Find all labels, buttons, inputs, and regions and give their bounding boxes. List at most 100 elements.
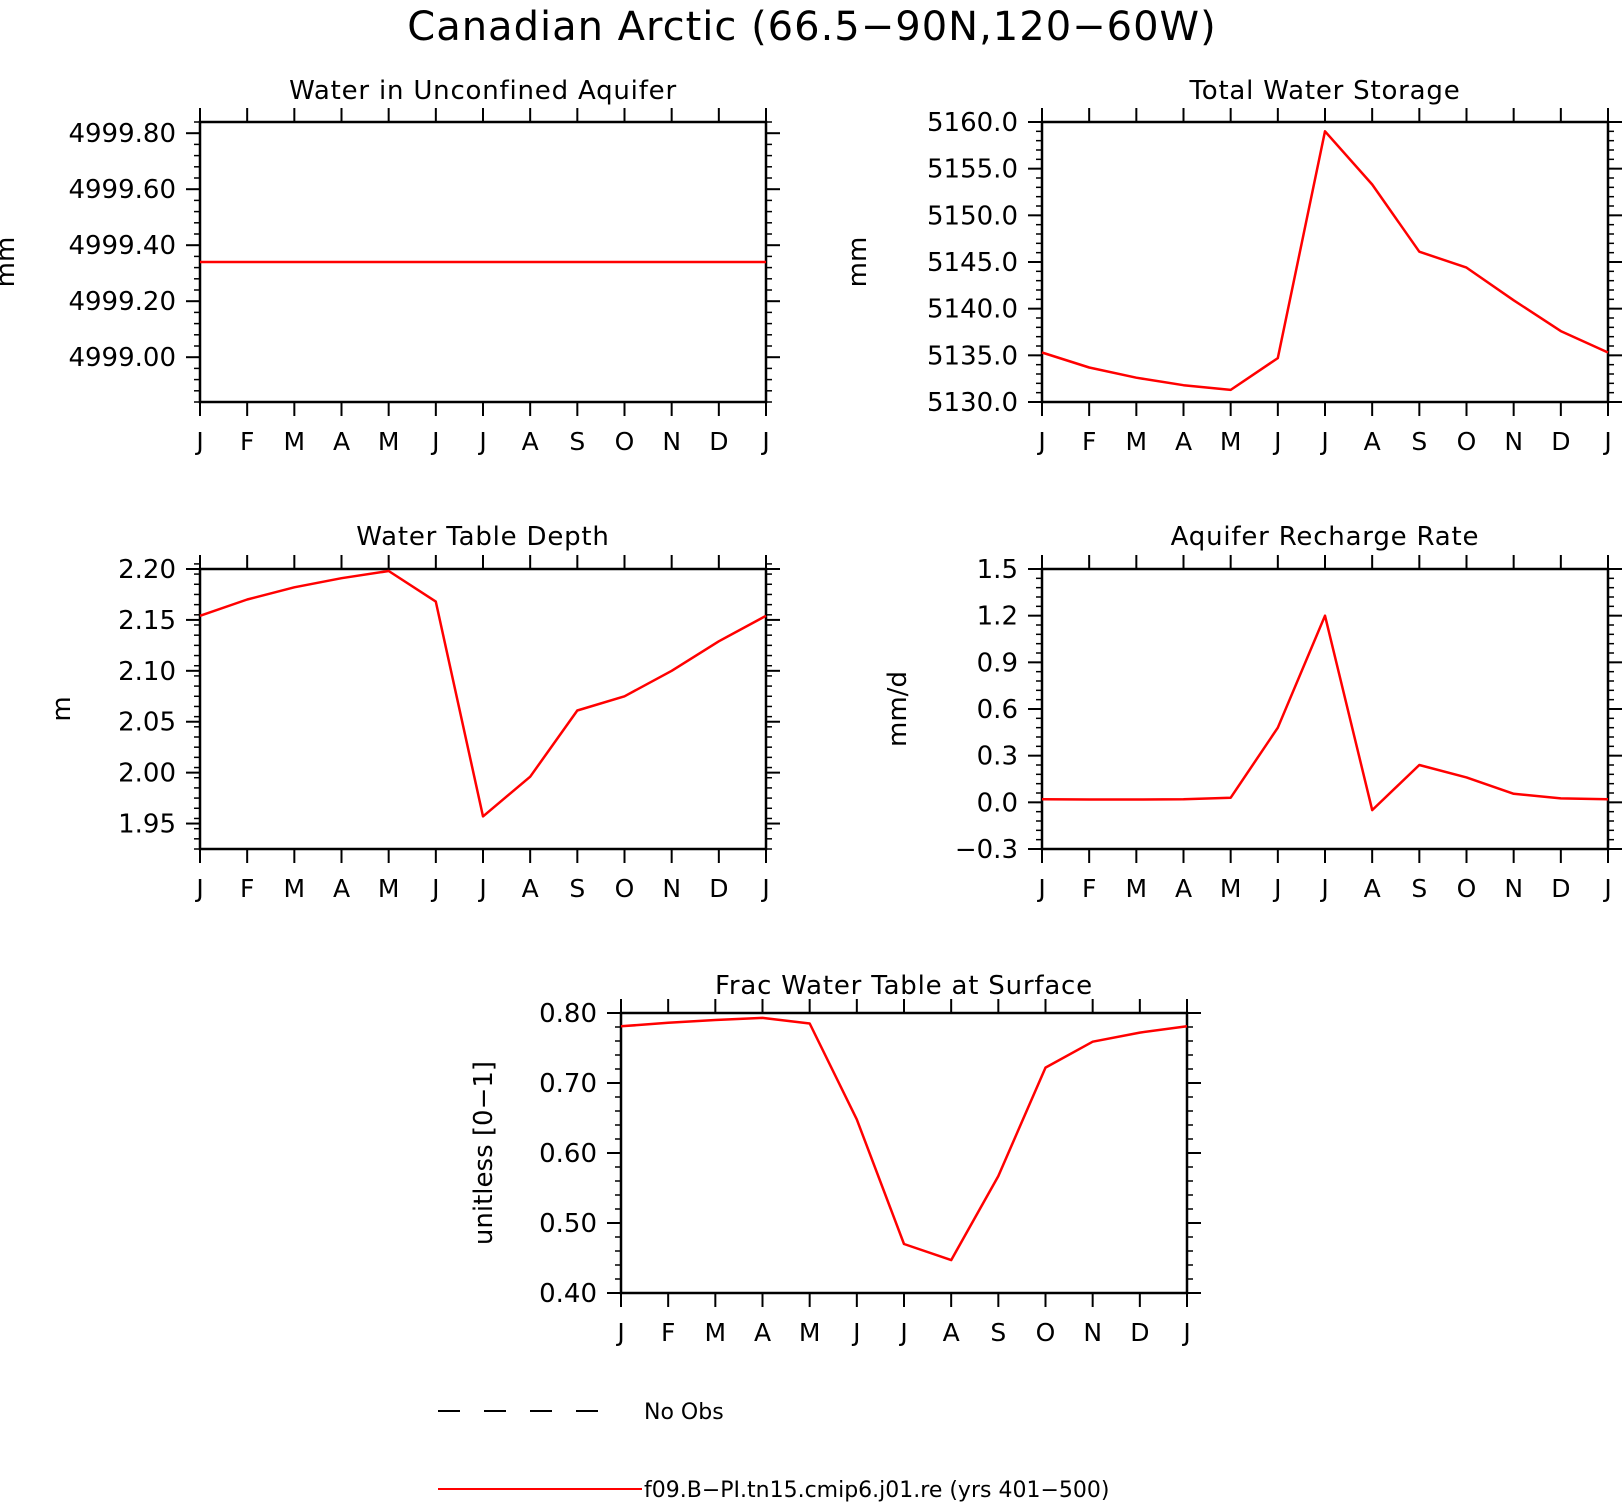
y-tick-label: 0.50 xyxy=(539,1209,597,1239)
x-tick-label: J xyxy=(760,427,769,456)
y-tick-label: 5135.0 xyxy=(927,341,1018,371)
x-tick-label: D xyxy=(709,427,728,456)
y-tick-label: 5145.0 xyxy=(927,248,1018,278)
x-tick-label: J xyxy=(1036,427,1045,456)
x-tick-label: J xyxy=(194,427,203,456)
y-tick-label: 0.3 xyxy=(977,742,1018,772)
legend-label-model: f09.B−PI.tn15.cmip6.j01.re (yrs 401−500) xyxy=(644,1478,1109,1503)
x-tick-label: O xyxy=(615,874,635,903)
x-tick-label: J xyxy=(1319,427,1328,456)
plot-frame xyxy=(1040,120,1610,404)
y-axis-label: mm/d xyxy=(883,671,913,747)
y-tick-label: 2.00 xyxy=(118,759,176,789)
x-tick-label: A xyxy=(943,1318,960,1347)
x-tick-label: J xyxy=(430,427,439,456)
y-tick-label: 0.40 xyxy=(539,1279,597,1309)
y-axis-label: mm xyxy=(843,237,873,288)
x-tick-label: A xyxy=(333,874,350,903)
x-tick-label: S xyxy=(1411,427,1427,456)
y-tick-label: 4999.60 xyxy=(68,175,176,205)
x-tick-label: N xyxy=(662,874,681,903)
x-tick-label: A xyxy=(1175,427,1192,456)
x-tick-label: A xyxy=(522,874,539,903)
x-tick-label: D xyxy=(709,874,728,903)
x-tick-label: F xyxy=(1082,874,1096,903)
y-tick-label: −0.3 xyxy=(955,835,1018,865)
x-tick-label: M xyxy=(1220,874,1242,903)
panel-title: Frac Water Table at Surface xyxy=(715,971,1093,1001)
y-tick-label: 5150.0 xyxy=(927,201,1018,231)
x-tick-label: O xyxy=(1036,1318,1056,1347)
x-tick-label: J xyxy=(194,874,203,903)
plot-frame xyxy=(1040,567,1610,851)
x-tick-label: O xyxy=(1457,427,1477,456)
x-tick-label: A xyxy=(754,1318,771,1347)
x-tick-label: A xyxy=(522,427,539,456)
y-tick-label: 4999.40 xyxy=(68,231,176,261)
y-tick-label: 0.80 xyxy=(539,999,597,1029)
x-tick-label: M xyxy=(284,874,306,903)
x-tick-label: N xyxy=(1504,427,1523,456)
y-tick-label: 5160.0 xyxy=(927,108,1018,138)
plot-frame xyxy=(619,1011,1189,1295)
x-tick-label: M xyxy=(1126,874,1148,903)
x-tick-label: J xyxy=(1272,427,1281,456)
y-tick-label: 0.70 xyxy=(539,1069,597,1099)
x-tick-label: J xyxy=(615,1318,624,1347)
x-tick-label: A xyxy=(1175,874,1192,903)
x-tick-label: D xyxy=(1551,874,1570,903)
x-tick-label: O xyxy=(1457,874,1477,903)
y-tick-label: 2.20 xyxy=(118,555,176,585)
x-tick-label: S xyxy=(990,1318,1006,1347)
y-tick-label: 4999.00 xyxy=(68,343,176,373)
x-tick-label: J xyxy=(1602,874,1611,903)
legend: No Obs f09.B−PI.tn15.cmip6.j01.re (yrs 4… xyxy=(438,1400,1109,1503)
x-tick-label: N xyxy=(1504,874,1523,903)
x-tick-label: J xyxy=(1319,874,1328,903)
panel-title: Water Table Depth xyxy=(356,522,609,552)
x-tick-label: J xyxy=(1181,1318,1190,1347)
x-tick-label: A xyxy=(333,427,350,456)
series-line xyxy=(199,569,767,818)
panel-title: Aquifer Recharge Rate xyxy=(1171,522,1480,552)
y-tick-label: 1.95 xyxy=(118,810,176,840)
x-tick-label: J xyxy=(1272,874,1281,903)
x-tick-label: S xyxy=(569,874,585,903)
x-tick-label: M xyxy=(1126,427,1148,456)
x-tick-label: O xyxy=(615,427,635,456)
series-line xyxy=(620,1016,1188,1262)
x-tick-label: J xyxy=(851,1318,860,1347)
y-tick-label: 5140.0 xyxy=(927,295,1018,325)
x-tick-label: D xyxy=(1130,1318,1149,1347)
y-tick-label: 1.5 xyxy=(977,555,1018,585)
series-line xyxy=(1041,614,1609,812)
x-tick-label: S xyxy=(1411,874,1427,903)
y-tick-label: 4999.80 xyxy=(68,119,176,149)
figure-title: Canadian Arctic (66.5−90N,120−60W) xyxy=(407,4,1216,50)
x-tick-label: J xyxy=(477,427,486,456)
legend-label-no-obs: No Obs xyxy=(644,1400,724,1425)
x-tick-label: M xyxy=(705,1318,727,1347)
y-tick-label: 5155.0 xyxy=(927,155,1018,185)
y-axis-label: mm xyxy=(0,237,21,288)
y-tick-label: 0.6 xyxy=(977,695,1018,725)
y-tick-label: 0.9 xyxy=(977,648,1018,678)
x-tick-label: J xyxy=(898,1318,907,1347)
x-tick-label: M xyxy=(799,1318,821,1347)
x-tick-label: M xyxy=(1220,427,1242,456)
x-tick-label: D xyxy=(1551,427,1570,456)
x-tick-label: S xyxy=(569,427,585,456)
x-tick-label: J xyxy=(477,874,486,903)
y-tick-label: 4999.20 xyxy=(68,287,176,317)
x-tick-label: N xyxy=(1083,1318,1102,1347)
y-tick-label: 0.0 xyxy=(977,788,1018,818)
y-axis-label: m xyxy=(47,696,77,721)
x-tick-label: A xyxy=(1364,874,1381,903)
plot-frame xyxy=(198,567,768,851)
